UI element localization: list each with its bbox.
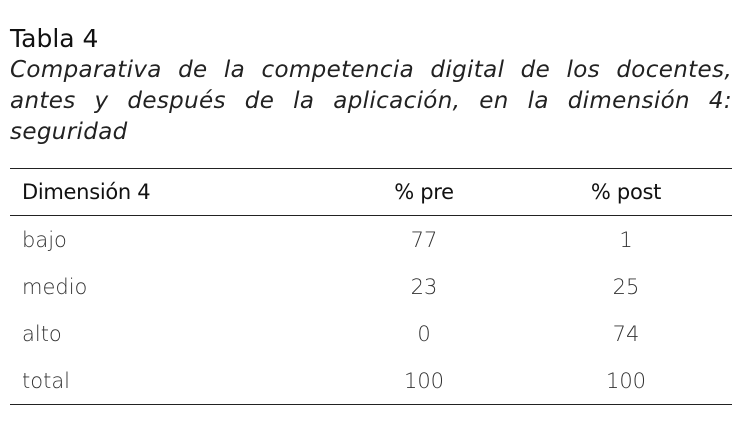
table-row: medio 23 25 [10, 263, 732, 310]
header-pre: % pre [394, 180, 454, 204]
post-value: 74 [612, 321, 640, 346]
row-label: total [22, 368, 71, 393]
header-dimension: Dimensión 4 [22, 180, 151, 204]
header-row: Dimensión 4 % pre % post [10, 168, 732, 216]
header-post: % post [590, 180, 662, 204]
table-row: alto 0 74 [10, 310, 732, 357]
results-table: Dimensión 4 % pre % post bajo 77 1 medio… [10, 168, 732, 405]
row-label: alto [22, 321, 62, 346]
table-figure: Tabla 4 Comparativa de la competencia di… [10, 24, 732, 405]
pre-value: 100 [403, 368, 445, 393]
pre-value: 23 [410, 274, 438, 299]
row-label: medio [22, 274, 88, 299]
pre-value: 77 [410, 227, 438, 252]
table-row: total 100 100 [10, 357, 732, 405]
table-caption: Comparativa de la competencia digital de… [10, 57, 732, 145]
pre-value: 0 [417, 321, 431, 346]
table-number: Tabla 4 [10, 24, 99, 53]
post-value: 25 [612, 274, 640, 299]
post-value: 1 [619, 227, 633, 252]
table-row: bajo 77 1 [10, 216, 732, 264]
row-label: bajo [22, 227, 67, 252]
post-value: 100 [605, 368, 647, 393]
